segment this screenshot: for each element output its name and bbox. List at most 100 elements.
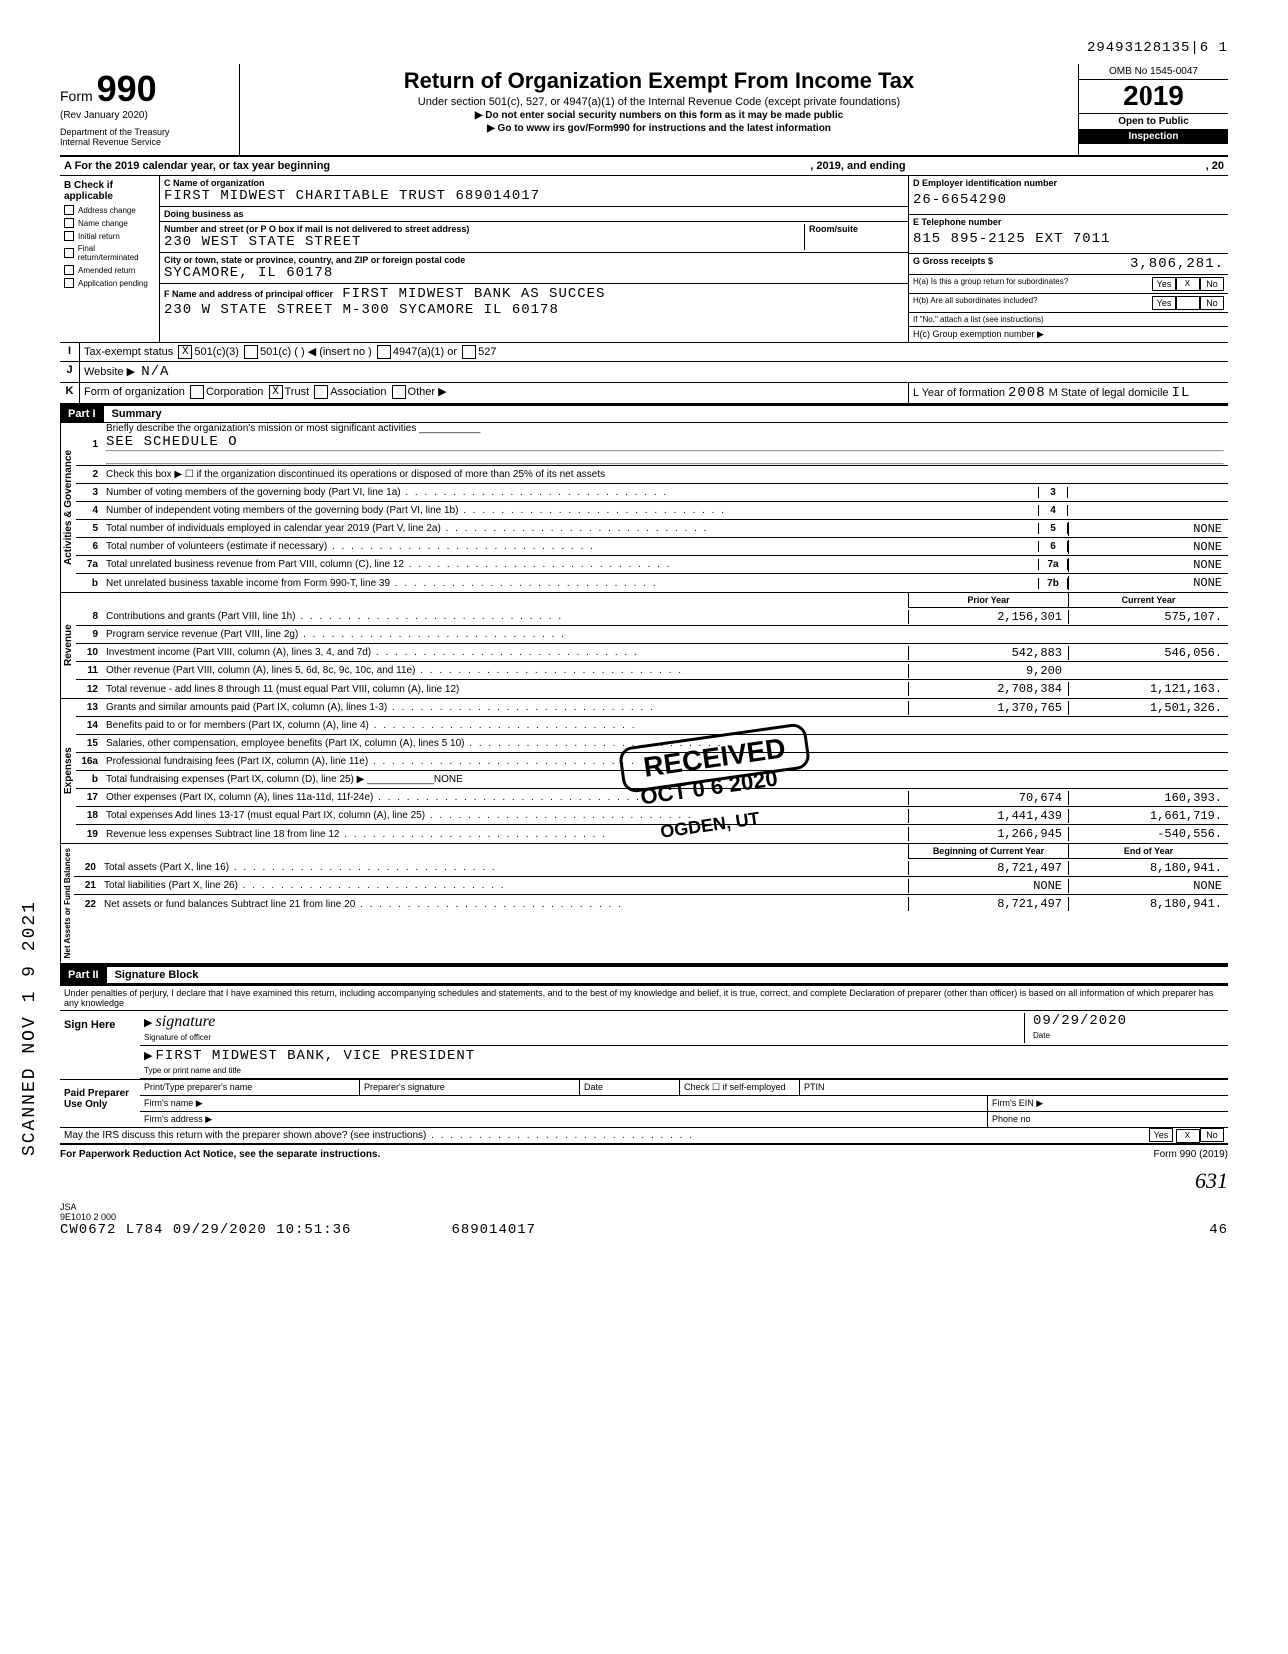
gross-receipts: 3,806,281.: [993, 256, 1224, 272]
hb-no[interactable]: [1176, 296, 1200, 310]
current-year-header: Current Year: [1068, 593, 1228, 608]
line8-prior: 2,156,301: [908, 610, 1068, 624]
line20-current: 8,180,941.: [1068, 861, 1228, 875]
section-activities: Activities & Governance 1Briefly describ…: [60, 423, 1228, 593]
room-label: Room/suite: [809, 224, 904, 234]
hb-label: H(b) Are all subordinates included?: [913, 296, 1152, 310]
form-number: Form 990: [60, 68, 231, 110]
line7a-value: NONE: [1068, 558, 1228, 572]
website-value: N/A: [141, 364, 169, 380]
line22-prior: 8,721,497: [908, 897, 1068, 911]
chk-501c3[interactable]: X: [178, 345, 192, 359]
scanned-stamp: SCANNED NOV 1 9 2021: [20, 900, 40, 1156]
line13-prior: 1,370,765: [908, 701, 1068, 715]
website-instruction: ▶ Go to www irs gov/Form990 for instruct…: [248, 123, 1070, 134]
part1-header: Part I Summary: [60, 404, 1228, 423]
m-label: M State of legal domicile: [1049, 387, 1169, 399]
hc-label: H(c) Group exemption number ▶: [913, 329, 1044, 340]
line17-current: 160,393.: [1068, 791, 1228, 805]
chk-name-change[interactable]: Name change: [64, 218, 155, 228]
org-name: FIRST MIDWEST CHARITABLE TRUST 689014017: [164, 188, 904, 204]
discuss-yes[interactable]: Yes: [1149, 1128, 1173, 1142]
prior-year-header: Prior Year: [908, 593, 1068, 608]
part2-header: Part II Signature Block: [60, 965, 1228, 984]
line10-current: 546,056.: [1068, 646, 1228, 660]
hb-yes[interactable]: Yes: [1152, 296, 1176, 310]
section-expenses: Expenses 13Grants and similar amounts pa…: [60, 699, 1228, 844]
line12-current: 1,121,163.: [1068, 682, 1228, 696]
handwritten-number: 631: [60, 1168, 1228, 1194]
form-header: Form 990 (Rev January 2020) Department o…: [60, 64, 1228, 157]
line12-prior: 2,708,384: [908, 682, 1068, 696]
f-label: F Name and address of principal officer: [164, 289, 333, 299]
beginning-year-header: Beginning of Current Year: [908, 844, 1068, 859]
footer: For Paperwork Reduction Act Notice, see …: [60, 1145, 1228, 1164]
line13-current: 1,501,326.: [1068, 701, 1228, 715]
ha-yes[interactable]: Yes: [1152, 277, 1176, 291]
dba-label: Doing business as: [164, 209, 244, 219]
state-domicile: IL: [1172, 385, 1191, 401]
end-year-header: End of Year: [1068, 844, 1228, 859]
telephone: 815 895-2125 EXT 7011: [913, 227, 1224, 251]
section-revenue: Revenue Prior YearCurrent Year 8Contribu…: [60, 593, 1228, 699]
signature-block: Under penalties of perjury, I declare th…: [60, 984, 1228, 1145]
department: Department of the Treasury Internal Reve…: [60, 127, 231, 147]
line18-current: 1,661,719.: [1068, 809, 1228, 823]
discuss-no-x[interactable]: X: [1176, 1129, 1200, 1143]
row-j-website: J Website ▶ N/A: [60, 362, 1228, 383]
street-address: 230 WEST STATE STREET: [164, 234, 804, 250]
chk-4947[interactable]: [377, 345, 391, 359]
line21-prior: NONE: [908, 879, 1068, 893]
d-label: D Employer identification number: [913, 178, 1224, 188]
officer-name-title: FIRST MIDWEST BANK, VICE PRESIDENT: [156, 1048, 476, 1064]
chk-corporation[interactable]: [190, 385, 204, 399]
e-label: E Telephone number: [913, 217, 1224, 227]
h-note: If "No," attach a list (see instructions…: [913, 315, 1044, 324]
l-label: L Year of formation: [913, 387, 1005, 399]
line6-value: NONE: [1068, 540, 1228, 554]
open-to-public: Open to Public: [1079, 114, 1228, 129]
ha-label: H(a) Is this a group return for subordin…: [913, 277, 1152, 291]
chk-initial-return[interactable]: Initial return: [64, 231, 155, 241]
form-footer: Form 990 (2019): [1154, 1149, 1228, 1160]
officer-address: 230 W STATE STREET M-300 SYCAMORE IL 601…: [164, 302, 904, 318]
chk-final-return[interactable]: Final return/terminated: [64, 244, 155, 262]
year-formation: 2008: [1008, 385, 1046, 401]
paid-preparer-label: Paid Preparer Use Only: [60, 1080, 140, 1127]
ssn-warning: ▶ Do not enter social security numbers o…: [248, 110, 1070, 121]
b-label: B Check if applicable: [64, 180, 155, 202]
chk-association[interactable]: [314, 385, 328, 399]
line19-prior: 1,266,945: [908, 827, 1068, 841]
c-label: C Name of organization: [164, 178, 904, 188]
tax-year: 2019: [1079, 80, 1228, 114]
sign-here-label: Sign Here: [60, 1011, 140, 1079]
line22-current: 8,180,941.: [1068, 897, 1228, 911]
chk-trust[interactable]: X: [269, 385, 283, 399]
line21-current: NONE: [1068, 879, 1228, 893]
row-a-tax-year: A For the 2019 calendar year, or tax yea…: [60, 157, 1228, 176]
identification-block: B Check if applicable Address change Nam…: [60, 176, 1228, 343]
row-k-form-org: K Form of organization Corporation XTrus…: [60, 383, 1228, 404]
revision: (Rev January 2020): [60, 110, 231, 121]
g-label: G Gross receipts $: [913, 256, 993, 272]
line20-prior: 8,721,497: [908, 861, 1068, 875]
line5-value: NONE: [1068, 522, 1228, 536]
paperwork-notice: For Paperwork Reduction Act Notice, see …: [60, 1149, 380, 1160]
chk-address-change[interactable]: Address change: [64, 205, 155, 215]
mission-value: SEE SCHEDULE O: [106, 434, 238, 450]
chk-other[interactable]: [392, 385, 406, 399]
line8-current: 575,107.: [1068, 610, 1228, 624]
addr-label: Number and street (or P O box if mail is…: [164, 224, 804, 234]
chk-application-pending[interactable]: Application pending: [64, 278, 155, 288]
chk-527[interactable]: [462, 345, 476, 359]
discuss-question: May the IRS discuss this return with the…: [60, 1130, 1145, 1141]
form-subtitle: Under section 501(c), 527, or 4947(a)(1)…: [248, 96, 1070, 108]
signature-date: 09/29/2020: [1033, 1013, 1127, 1029]
ein: 26-6654290: [913, 188, 1224, 212]
chk-amended-return[interactable]: Amended return: [64, 265, 155, 275]
jsa-footer: JSA 9E1010 2 000 CW0672 L784 09/29/2020 …: [60, 1202, 1228, 1238]
chk-501c[interactable]: [244, 345, 258, 359]
inspection-label: Inspection: [1079, 129, 1228, 144]
line19-current: -540,556.: [1068, 827, 1228, 841]
ha-no[interactable]: X: [1176, 277, 1200, 291]
